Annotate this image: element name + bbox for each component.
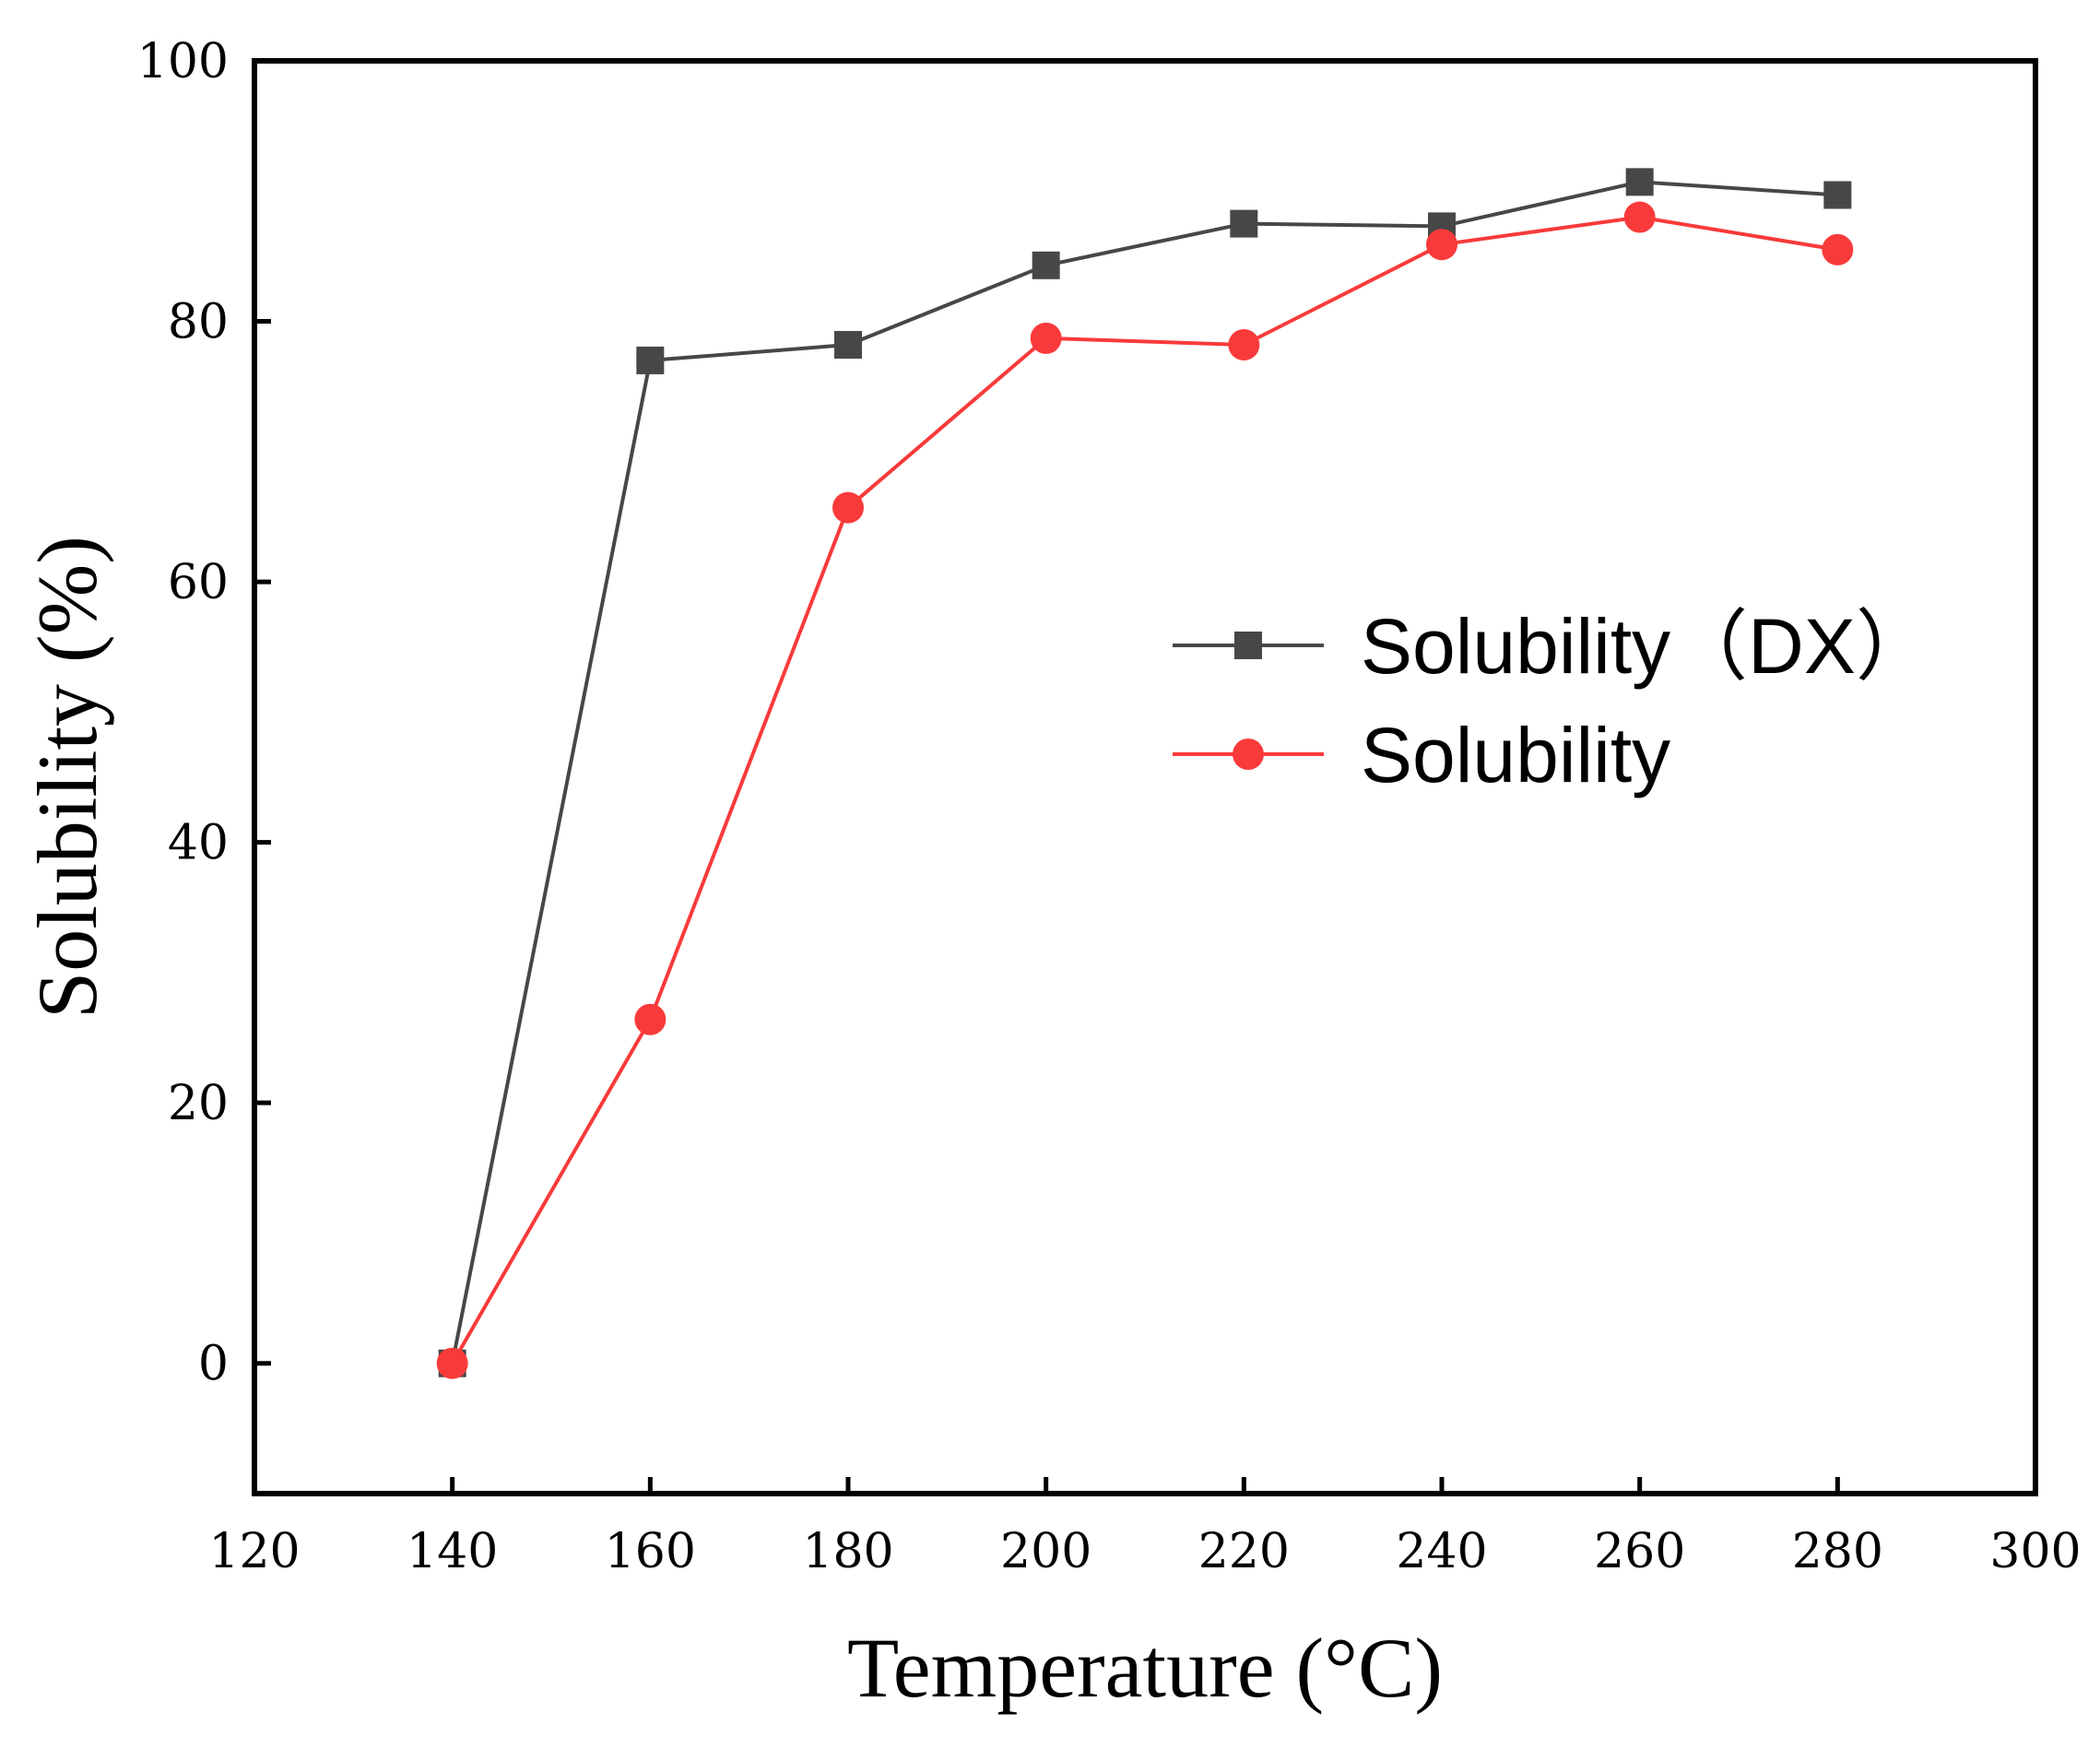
x-tick-label: 200: [1000, 1524, 1091, 1579]
legend-label: Solubility（DX）: [1361, 603, 1933, 690]
data-point: [1228, 328, 1260, 360]
y-tick-label: 80: [168, 295, 229, 350]
series-dx: [438, 168, 1852, 1377]
data-point: [834, 330, 862, 359]
data-point: [1623, 201, 1656, 233]
data-point: [1426, 229, 1457, 261]
data-point: [832, 491, 864, 524]
legend-item: Solubility（DX）: [1173, 603, 1933, 690]
x-tick-label: 240: [1396, 1524, 1487, 1579]
series-line: [450, 180, 1838, 1365]
x-tick-label: 300: [1989, 1524, 2081, 1579]
x-axis-title: Temperature (°C): [847, 1621, 1443, 1715]
y-tick-label: 40: [168, 816, 229, 871]
x-tick-label: 120: [208, 1524, 300, 1579]
y-axis-title: Solubility (%): [20, 536, 114, 1019]
data-point: [1822, 233, 1854, 266]
series-line: [450, 215, 1838, 1365]
data-point: [634, 1003, 667, 1035]
data-point: [1230, 209, 1258, 238]
plot-frame: [252, 58, 2038, 1496]
legend: Solubility（DX） Solubility: [1173, 603, 1933, 798]
y-tick-label: 100: [137, 34, 229, 89]
x-tick-label: 140: [407, 1524, 498, 1579]
data-point: [1823, 181, 1852, 209]
y-tick-label: 0: [198, 1337, 229, 1392]
legend-marker: [1234, 632, 1262, 659]
data-point: [1625, 168, 1654, 196]
x-tick-label: 220: [1198, 1524, 1290, 1579]
x-axis-ticks: 120 140 160 180 200 220 240 260 280 300: [208, 1477, 2082, 1579]
data-point: [1030, 322, 1062, 354]
x-tick-label: 260: [1594, 1524, 1685, 1579]
x-tick-label: 180: [802, 1524, 893, 1579]
data-point: [436, 1347, 468, 1379]
y-axis-ticks: 0 20 40 60 80 100: [137, 34, 271, 1392]
x-tick-label: 280: [1792, 1524, 1883, 1579]
x-tick-label: 160: [605, 1524, 696, 1579]
y-tick-label: 20: [168, 1076, 229, 1131]
data-point: [1032, 251, 1060, 279]
legend-marker: [1233, 739, 1264, 770]
series-layer: [436, 168, 1854, 1379]
data-point: [636, 346, 665, 374]
y-tick-label: 60: [168, 555, 229, 610]
series-plain: [436, 201, 1854, 1379]
legend-item: Solubility: [1173, 712, 1670, 798]
legend-label: Solubility: [1361, 712, 1670, 798]
